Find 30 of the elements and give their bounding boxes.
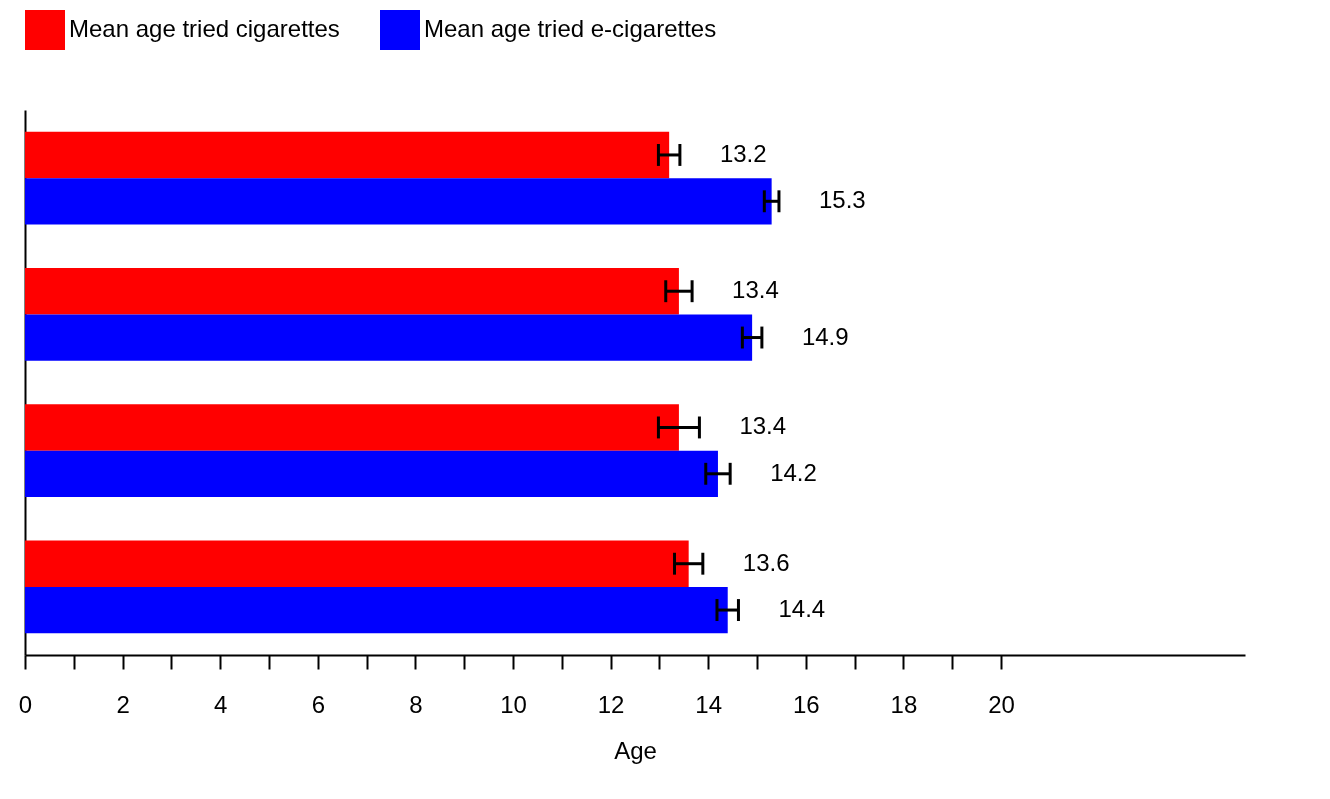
- x-tick-label: 4: [214, 690, 228, 718]
- data-label: 13.6: [742, 548, 790, 576]
- data-label: 15.3: [818, 186, 866, 214]
- x-tick-label: 8: [409, 690, 423, 718]
- x-tick-label: 20: [988, 690, 1015, 718]
- bar: [25, 268, 679, 315]
- x-tick-label: 12: [597, 690, 625, 718]
- legend-label: Mean age tried cigarettes: [69, 15, 340, 42]
- x-tick-label: 0: [18, 690, 33, 718]
- bar: [25, 131, 670, 179]
- legend-label: Mean age tried e-cigarettes: [424, 15, 717, 42]
- data-label: 13.2: [719, 139, 767, 167]
- bar: [25, 404, 679, 451]
- bar: [25, 586, 728, 634]
- x-tick-label: 10: [500, 690, 527, 718]
- data-label: 14.4: [778, 595, 826, 623]
- x-axis-title: Age: [614, 736, 657, 764]
- data-label: 14.2: [770, 458, 817, 486]
- x-tick-label: 2: [116, 690, 130, 718]
- bar: [25, 540, 689, 587]
- bar: [25, 178, 772, 225]
- data-label: 13.4: [739, 412, 787, 440]
- x-tick-label: 18: [890, 690, 918, 718]
- data-label: 13.4: [732, 276, 779, 304]
- x-tick-label: 16: [792, 690, 820, 718]
- data-label: 14.9: [801, 322, 849, 350]
- x-tick-label: 6: [311, 690, 325, 718]
- x-tick-label: 14: [695, 690, 723, 718]
- bar: [25, 314, 753, 361]
- bar: [25, 450, 718, 497]
